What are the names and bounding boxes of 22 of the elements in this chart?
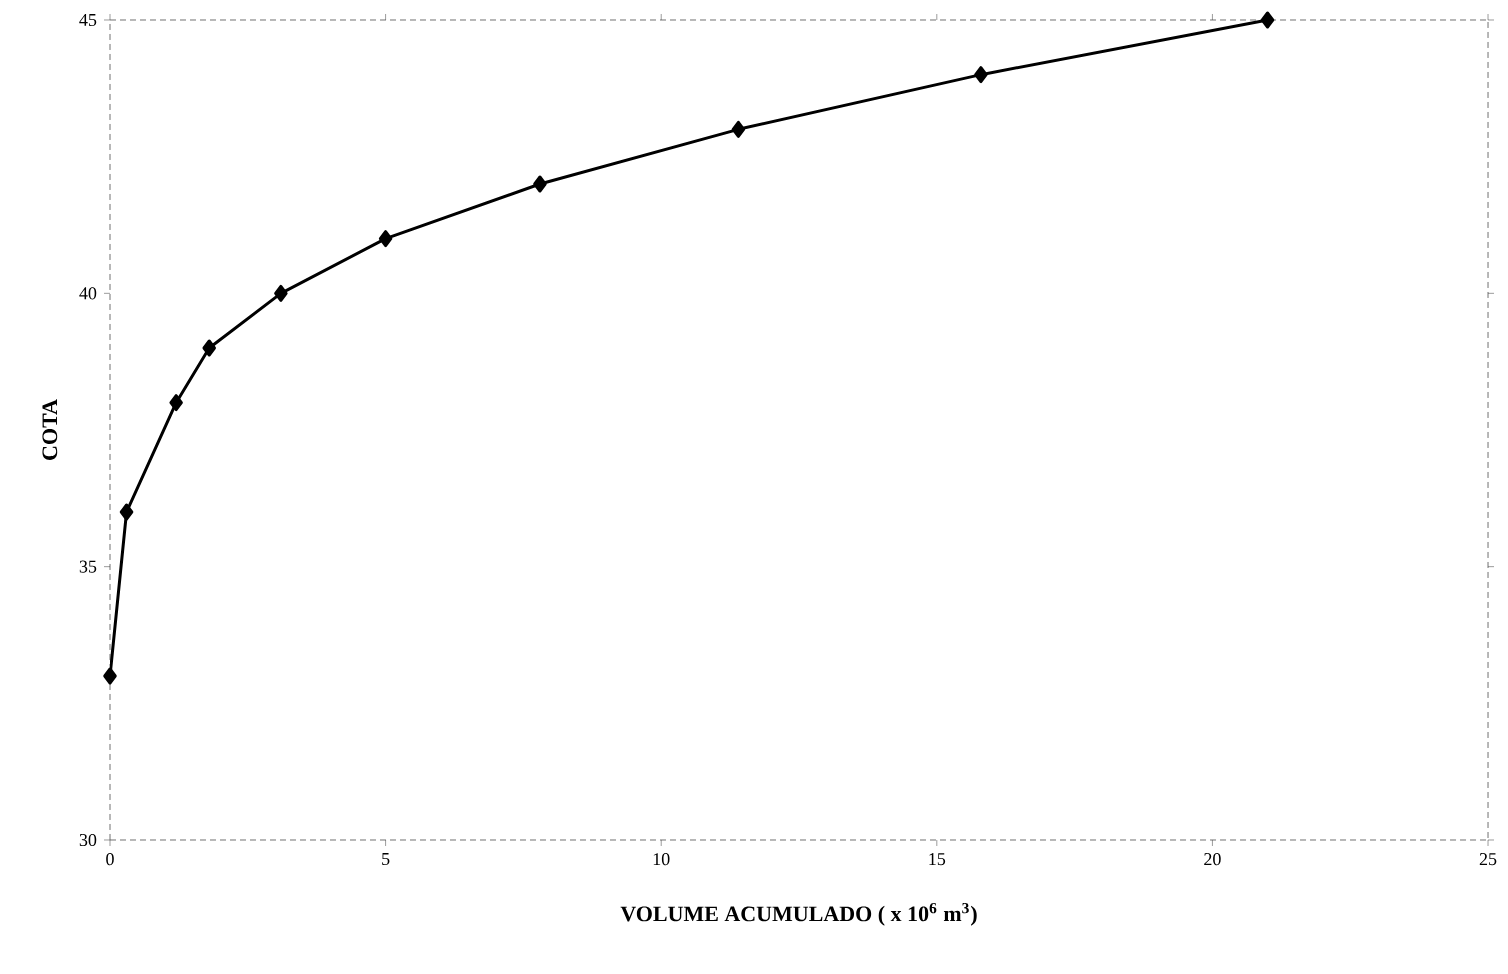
point: [169, 394, 183, 412]
x-tick-label: 0: [106, 853, 114, 866]
y-tick-label: 40: [79, 287, 97, 300]
point: [731, 120, 746, 138]
point: [974, 66, 988, 84]
y-tick-label: 35: [79, 560, 97, 573]
x-tick-label: 10: [653, 853, 670, 866]
x-axis-title: VOLUME ACUMULADO ( x 10$^{6}$ m$^{3}$): [620, 902, 977, 926]
point: [1260, 11, 1275, 29]
point: [274, 284, 288, 302]
x-tick-label: 5: [382, 853, 390, 866]
point: [202, 339, 216, 357]
y-axis-title: COTA: [42, 399, 58, 460]
x-tick-label: 15: [929, 853, 946, 866]
point: [378, 230, 393, 248]
y-tick-label: 30: [79, 833, 97, 847]
x-tick-label: 25: [1479, 853, 1497, 866]
point: [103, 667, 117, 685]
point: [119, 503, 134, 521]
y-tick-label: 45: [79, 13, 97, 27]
x-tick-label: 20: [1204, 853, 1221, 866]
point: [533, 175, 547, 193]
